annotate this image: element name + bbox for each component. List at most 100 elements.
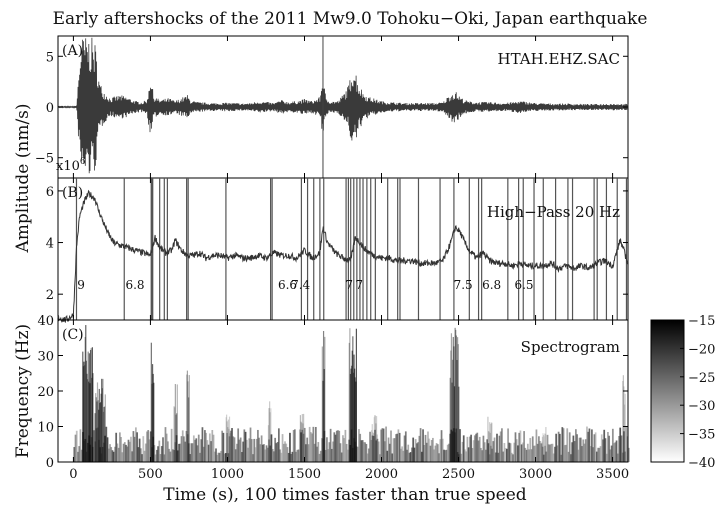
spectrogram-burst	[176, 413, 178, 462]
spectrogram-cell	[328, 442, 331, 462]
spectrogram-cell	[608, 435, 611, 462]
spectrogram-cell	[239, 437, 242, 462]
spectrogram-cell	[311, 433, 313, 462]
spectrogram-cell	[361, 440, 364, 462]
spectrogram-cell	[545, 451, 548, 462]
spectrogram-burst	[83, 361, 85, 462]
spectrogram-cell	[365, 443, 368, 462]
y-axis-label-frequency: Frequency (Hz)	[13, 324, 33, 458]
spectrogram-burst	[451, 382, 453, 462]
spectrogram-burst	[187, 381, 189, 462]
spectrogram-cell	[370, 439, 373, 462]
spectrogram-cell	[609, 449, 612, 462]
spectrogram-cell	[486, 439, 489, 462]
spectrogram-cell	[401, 446, 403, 462]
panel-a: −5 0 5 (A) HTAH.EHZ.SAC x106	[35, 35, 629, 179]
spectrogram-burst	[150, 342, 152, 462]
spectrogram-cell	[122, 443, 125, 462]
colorbar-bar	[650, 319, 685, 463]
x-axis-ticks: 0 500 1000 1500 2000 2500 3000 3500	[69, 36, 629, 482]
spectrogram-cell	[560, 454, 562, 462]
spectrogram-cell	[121, 452, 124, 462]
spectrogram-cell	[598, 447, 601, 462]
spectrogram-cell	[95, 428, 98, 462]
spectrogram-burst	[269, 412, 271, 462]
spectrogram-cell	[77, 451, 79, 462]
spectrogram-cell	[473, 435, 476, 462]
panel-a-plot	[57, 36, 629, 178]
spectrogram-burst	[227, 427, 229, 462]
spectrogram-cell	[254, 447, 257, 462]
spectrogram-cell	[202, 446, 205, 462]
spectrogram-cell	[104, 435, 106, 462]
spectrogram-cell	[436, 444, 439, 462]
spectrogram-burst	[301, 414, 303, 462]
spectrogram-cell	[586, 426, 588, 462]
panel-b-label: (B)	[62, 185, 83, 201]
spectrogram-burst	[173, 406, 175, 462]
spectrogram-burst	[229, 433, 231, 462]
spectrogram-cell	[425, 442, 428, 462]
spectrogram-cell	[379, 454, 381, 462]
spectrogram-burst	[225, 417, 227, 462]
spectrogram-burst	[323, 369, 325, 462]
spectrogram-cell	[483, 442, 486, 462]
spectrogram-cell	[146, 431, 148, 462]
x-tick-label: 3000	[519, 467, 552, 482]
spectrogram-cell	[250, 439, 253, 462]
spectrogram-cell	[197, 434, 200, 462]
spectrogram-cell	[584, 439, 587, 462]
spectrogram-cell	[441, 438, 444, 462]
spectrogram-burst	[104, 394, 106, 462]
spectrogram-cell	[494, 452, 497, 462]
spectrogram-cell	[167, 441, 169, 462]
spectrogram-burst	[89, 350, 92, 462]
spectrogram-cell	[280, 452, 283, 462]
spectrogram-burst	[542, 433, 544, 462]
spectrogram-burst	[267, 425, 270, 462]
spectrogram-cell	[360, 440, 363, 462]
spectrogram-cell	[179, 443, 182, 462]
spectrogram-cell	[158, 440, 161, 462]
spectrogram-cell	[298, 429, 301, 462]
spectrogram-cell	[142, 436, 145, 462]
spectrogram-cell	[460, 453, 463, 462]
spectrogram-cell	[433, 449, 436, 462]
spectrogram-burst	[226, 421, 228, 462]
spectrogram-cell	[296, 449, 299, 462]
spectrogram-burst	[373, 417, 375, 462]
spectrogram-cell	[542, 454, 545, 462]
spectrogram-burst	[374, 415, 376, 462]
spectrogram-burst	[490, 423, 492, 462]
spectrogram-burst	[188, 375, 190, 462]
spectrogram-cell	[327, 449, 330, 462]
spectrogram-cell	[157, 446, 159, 462]
spectrogram-cell	[172, 449, 174, 462]
spectrogram-cell	[201, 427, 204, 462]
panel-a-label: (A)	[62, 43, 83, 59]
spectrogram-burst	[372, 433, 375, 462]
spectrogram-cell	[259, 444, 262, 462]
spectrogram-burst	[623, 404, 626, 462]
spectrogram-cell	[359, 433, 362, 462]
spectrogram-cell	[604, 438, 607, 462]
panel-a-annotation: HTAH.EHZ.SAC	[498, 50, 621, 68]
spectrogram-burst	[457, 337, 459, 462]
spectrogram-cell	[229, 430, 232, 462]
spectrogram-cell	[583, 443, 586, 462]
spectrogram-cell	[625, 426, 628, 462]
spectrogram-cell	[581, 446, 583, 462]
spectrogram-cell	[347, 449, 349, 462]
spectrogram-cell	[344, 429, 347, 462]
spectrogram-cell	[508, 442, 511, 462]
spectrogram-burst	[268, 408, 270, 462]
spectrogram-cell	[489, 445, 492, 462]
spectrogram-cell	[544, 445, 546, 462]
spectrogram-cell	[114, 446, 116, 462]
spectrogram-cell	[567, 451, 570, 462]
spectrogram-cell	[443, 449, 445, 462]
spectrogram-burst	[455, 335, 457, 462]
spectrogram-cell	[180, 436, 183, 462]
spectrogram-cell	[178, 443, 180, 462]
spectrogram-cell	[476, 432, 479, 462]
